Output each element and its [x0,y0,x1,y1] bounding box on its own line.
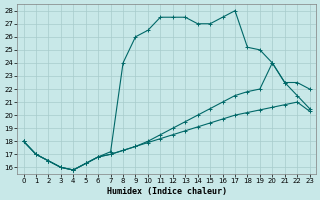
X-axis label: Humidex (Indice chaleur): Humidex (Indice chaleur) [107,187,227,196]
